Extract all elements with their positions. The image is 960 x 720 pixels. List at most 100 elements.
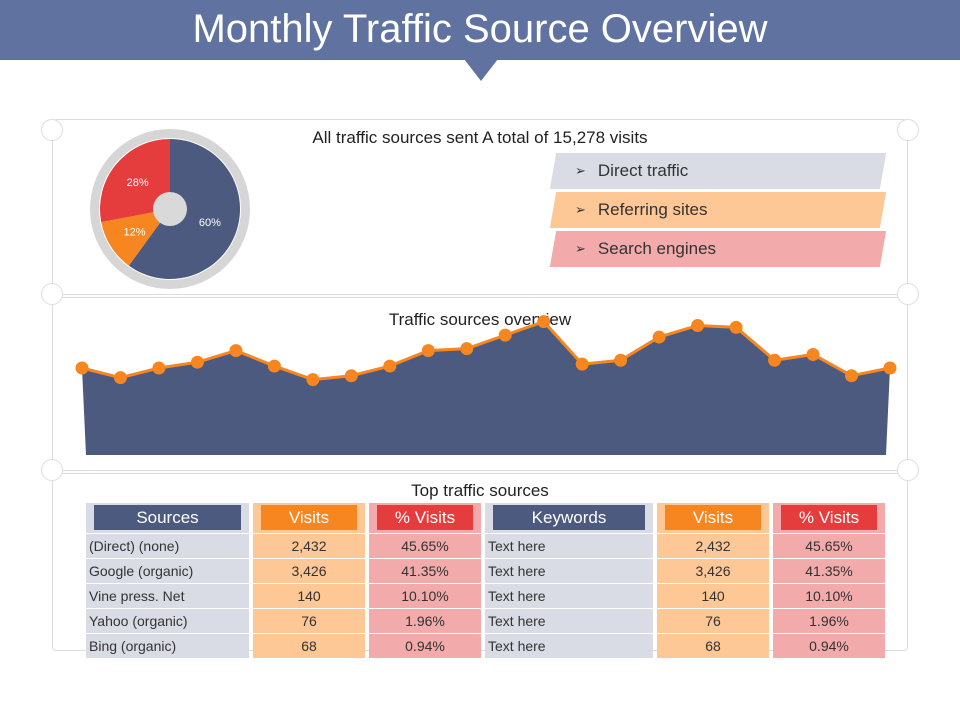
data-point-10 [421, 344, 435, 358]
panel-notch [897, 119, 919, 141]
table-row: Google (organic) 3,426 41.35% [86, 559, 481, 584]
title-bar [0, 0, 960, 60]
data-point-14 [575, 357, 589, 371]
title-pointer [464, 59, 498, 81]
table-cell: Text here [485, 634, 653, 659]
table-cell: 0.94% [369, 634, 481, 659]
table-cell: 140 [253, 584, 365, 609]
pie-chart: 60% 12% 28% [90, 129, 250, 289]
arrow-bullet-icon: ➢ [575, 202, 586, 217]
legend-item-3: ➢ Search engines [549, 231, 887, 267]
panel-notch [41, 459, 63, 481]
table-cell: 76 [657, 609, 769, 634]
data-point-11 [460, 342, 474, 356]
table-row: Text here 76 1.96% [485, 609, 885, 634]
summary-heading: All traffic sources sent A total of 15,2… [312, 128, 648, 147]
data-point-18 [729, 320, 743, 334]
data-point-22 [883, 361, 897, 375]
table-row: (Direct) (none) 2,432 45.65% [86, 534, 481, 559]
legend-label: Referring sites [597, 200, 708, 219]
data-point-4 [190, 355, 204, 369]
table-cell: Yahoo (organic) [86, 609, 249, 634]
table-cell: 10.10% [773, 584, 885, 609]
pie-center-hole [153, 192, 187, 226]
column-header: % Visits [377, 505, 473, 530]
top-sources-heading: Top traffic sources [411, 481, 549, 500]
area-fill [82, 321, 890, 455]
table-cell: Text here [485, 534, 653, 559]
data-point-19 [768, 353, 782, 367]
column-header: Keywords [493, 505, 645, 530]
table-row: Text here 2,432 45.65% [485, 534, 885, 559]
page-title: Monthly Traffic Source Overview [192, 7, 768, 51]
data-point-6 [267, 359, 281, 373]
table-cell: (Direct) (none) [86, 534, 249, 559]
column-header: % Visits [781, 505, 877, 530]
sources-table: Sources Visits % Visits (Direct) (none) 2,43… [86, 503, 481, 659]
data-point-7 [306, 373, 320, 387]
table-cell: 45.65% [773, 534, 885, 559]
column-header: Visits [261, 505, 357, 530]
data-point-20 [806, 347, 820, 361]
table-cell: 1.96% [369, 609, 481, 634]
overview-heading: Traffic sources overview [388, 310, 572, 329]
panel-notch [41, 119, 63, 141]
pie-slice-label-1: 60% [199, 217, 221, 229]
data-point-5 [229, 344, 243, 358]
table-cell: Text here [485, 559, 653, 584]
area-chart [75, 315, 897, 455]
table-cell: 2,432 [657, 534, 769, 559]
pie-slice-3 [100, 139, 170, 223]
table-cell: 41.35% [773, 559, 885, 584]
table-cell: 0.94% [773, 634, 885, 659]
table-row: Yahoo (organic) 76 1.96% [86, 609, 481, 634]
table-row: Text here 140 10.10% [485, 584, 885, 609]
keywords-table: Keywords Visits% Visits Text here 2,432 45.6… [485, 503, 885, 659]
pie-slice-label-3: 28% [127, 177, 149, 189]
table-cell: Text here [485, 609, 653, 634]
data-point-2 [113, 371, 127, 385]
arrow-bullet-icon: ➢ [575, 241, 586, 256]
panel-notch [41, 283, 63, 305]
legend-item-2: ➢ Referring sites [549, 192, 887, 228]
data-point-8 [344, 369, 358, 383]
table-cell: 68 [253, 634, 365, 659]
table-cell: 68 [657, 634, 769, 659]
panel-notch [897, 459, 919, 481]
table-cell: 3,426 [657, 559, 769, 584]
table-cell: Vine press. Net [86, 584, 249, 609]
table-row: Vine press. Net 140 10.10% [86, 584, 481, 609]
data-point-15 [614, 353, 628, 367]
data-point-1 [75, 361, 89, 375]
data-point-3 [152, 361, 166, 375]
table-row: Bing (organic) 68 0.94% [86, 634, 481, 659]
data-point-9 [383, 359, 397, 373]
column-header: Visits [665, 505, 761, 530]
table-cell: 10.10% [369, 584, 481, 609]
arrow-bullet-icon: ➢ [575, 163, 586, 178]
data-point-17 [691, 318, 705, 332]
legend-label: Search engines [597, 239, 717, 258]
table-cell: 1.96% [773, 609, 885, 634]
column-header: Sources [94, 505, 241, 530]
legend-item-1: ➢ Direct traffic [549, 153, 887, 189]
data-point-12 [498, 328, 512, 342]
data-point-21 [845, 369, 859, 383]
data-point-13 [537, 315, 551, 329]
table-cell: 2,432 [253, 534, 365, 559]
legend-label: Direct traffic [597, 161, 689, 180]
table-cell: Bing (organic) [86, 634, 249, 659]
table-row: Text here 3,426 41.35% [485, 559, 885, 584]
table-cell: 76 [253, 609, 365, 634]
table-cell: 140 [657, 584, 769, 609]
table-cell: 41.35% [369, 559, 481, 584]
table-cell: Text here [485, 584, 653, 609]
panel-notch [897, 283, 919, 305]
table-cell: 45.65% [369, 534, 481, 559]
table-cell: Google (organic) [86, 559, 249, 584]
pie-slice-label-2: 12% [124, 227, 146, 239]
pie-slice-2 [101, 209, 170, 266]
data-point-16 [652, 330, 666, 344]
table-row: Text here 68 0.94% [485, 634, 885, 659]
table-cell: 3,426 [253, 559, 365, 584]
